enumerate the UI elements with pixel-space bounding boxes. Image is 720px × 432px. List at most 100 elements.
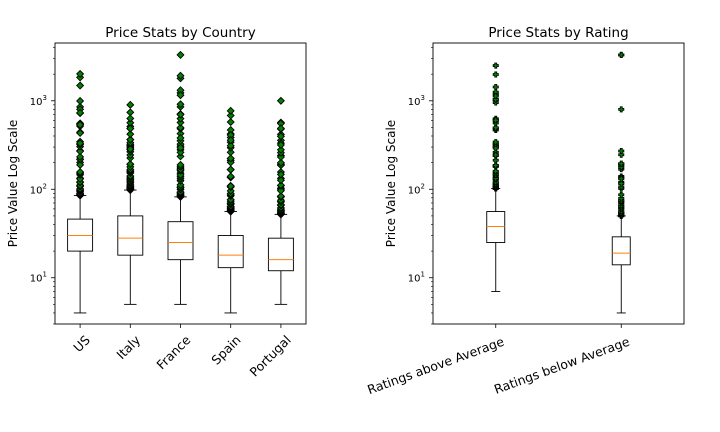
outlier-point <box>176 143 185 152</box>
plot-frame <box>432 42 685 325</box>
outlier-point <box>276 132 285 141</box>
outlier-point <box>276 124 285 133</box>
outlier-point <box>226 172 235 181</box>
outlier-point-fill <box>493 84 498 90</box>
rating-chart: Price Stats by Rating Price Value Log Sca… <box>365 25 685 397</box>
outlier-point-fill <box>493 158 498 163</box>
outlier-point <box>276 140 285 149</box>
outlier-point-fill <box>619 107 624 112</box>
outlier-point <box>276 170 285 179</box>
outlier-point-fill <box>619 161 624 166</box>
outlier-point <box>226 118 235 127</box>
outlier-point-fill <box>493 118 498 123</box>
x-tick-label: Ratings below Average <box>492 334 632 397</box>
outlier-point-fill <box>619 176 624 181</box>
x-tick-label: Spain <box>208 332 243 367</box>
y-tick-label: 101 <box>408 271 425 285</box>
chart-title: Price Stats by Rating <box>488 25 628 41</box>
outlier-point <box>226 136 235 145</box>
y-tick-base: 10 <box>408 185 421 196</box>
x-tick-label: Italy <box>113 332 143 362</box>
outlier-point <box>76 120 85 129</box>
box-iqr <box>611 236 631 266</box>
outlier-point <box>126 100 135 109</box>
country-chart: Price Stats by Country Price Value Log Sc… <box>6 25 307 380</box>
outlier-point <box>176 180 185 189</box>
outlier-point-fill <box>619 52 624 58</box>
outlier-point <box>226 148 235 157</box>
y-tick-base: 10 <box>408 97 421 108</box>
y-tick-label: 102 <box>408 182 425 196</box>
box-iqr <box>217 235 244 269</box>
outlier-point <box>126 160 135 169</box>
y-tick-base: 10 <box>408 274 421 285</box>
outlier-point <box>226 141 235 150</box>
box-iqr <box>117 215 144 256</box>
outlier-point <box>276 186 285 195</box>
y-tick-exponent: 1 <box>421 271 425 279</box>
outlier-point <box>276 96 285 105</box>
outlier-point <box>126 145 135 154</box>
outlier-point <box>76 139 85 148</box>
outlier-point-fill <box>493 169 498 174</box>
y-tick-exponent: 1 <box>43 271 47 279</box>
y-tick-label: 103 <box>30 94 47 108</box>
outlier-point <box>176 170 185 179</box>
outlier-point <box>276 181 285 190</box>
outlier-point <box>176 71 185 80</box>
outlier-point <box>126 114 135 123</box>
outlier-point <box>76 81 85 90</box>
y-axis-label: Price Value Log Scale <box>384 120 398 247</box>
outlier-point <box>76 152 85 161</box>
outlier-point <box>276 176 285 185</box>
outlier-point-fill <box>619 148 624 154</box>
outlier-point <box>276 192 285 201</box>
outlier-point <box>126 124 135 133</box>
outlier-point-fill <box>493 93 498 99</box>
outlier-point <box>226 154 235 163</box>
outlier-point <box>76 128 85 138</box>
y-tick-exponent: 3 <box>421 94 425 102</box>
outlier-point <box>126 130 135 139</box>
y-tick-base: 10 <box>30 97 43 108</box>
y-tick-label: 103 <box>408 94 425 108</box>
outlier-point <box>76 147 85 156</box>
outlier-point <box>176 123 185 132</box>
box-iqr <box>486 211 506 243</box>
y-tick-base: 10 <box>30 185 43 196</box>
x-tick-label: Portugal <box>247 332 294 379</box>
outlier-point-fill <box>493 63 498 68</box>
box-iqr <box>267 237 294 272</box>
outlier-point <box>176 110 185 119</box>
outlier-point-fill <box>493 139 498 145</box>
outlier-point <box>276 153 285 162</box>
y-axis-label: Price Value Log Scale <box>6 120 20 247</box>
y-tick-exponent: 3 <box>43 94 47 102</box>
box-iqr <box>167 221 194 261</box>
outlier-point <box>226 165 235 174</box>
outlier-point <box>176 100 185 109</box>
outlier-point-fill <box>619 181 624 186</box>
outlier-point <box>76 108 85 117</box>
outlier-point <box>226 106 235 115</box>
outlier-point-fill <box>493 125 498 130</box>
outlier-point <box>176 50 185 59</box>
outlier-point <box>76 96 85 105</box>
outlier-point <box>176 160 185 169</box>
outlier-point <box>276 158 285 167</box>
outlier-point-fill <box>493 152 498 158</box>
x-tick-label: France <box>153 332 193 372</box>
y-tick-label: 102 <box>30 182 47 196</box>
outlier-point <box>276 145 285 154</box>
outlier-point <box>176 91 185 100</box>
outlier-point <box>76 160 85 169</box>
outlier-point <box>126 135 135 144</box>
outlier-point <box>176 148 185 157</box>
outlier-point <box>76 69 85 78</box>
y-tick-exponent: 2 <box>421 182 425 190</box>
y-tick-label: 101 <box>30 271 47 285</box>
chart-title: Price Stats by Country <box>105 25 255 41</box>
x-tick-label: US <box>70 332 93 355</box>
outlier-point-fill <box>493 163 498 168</box>
